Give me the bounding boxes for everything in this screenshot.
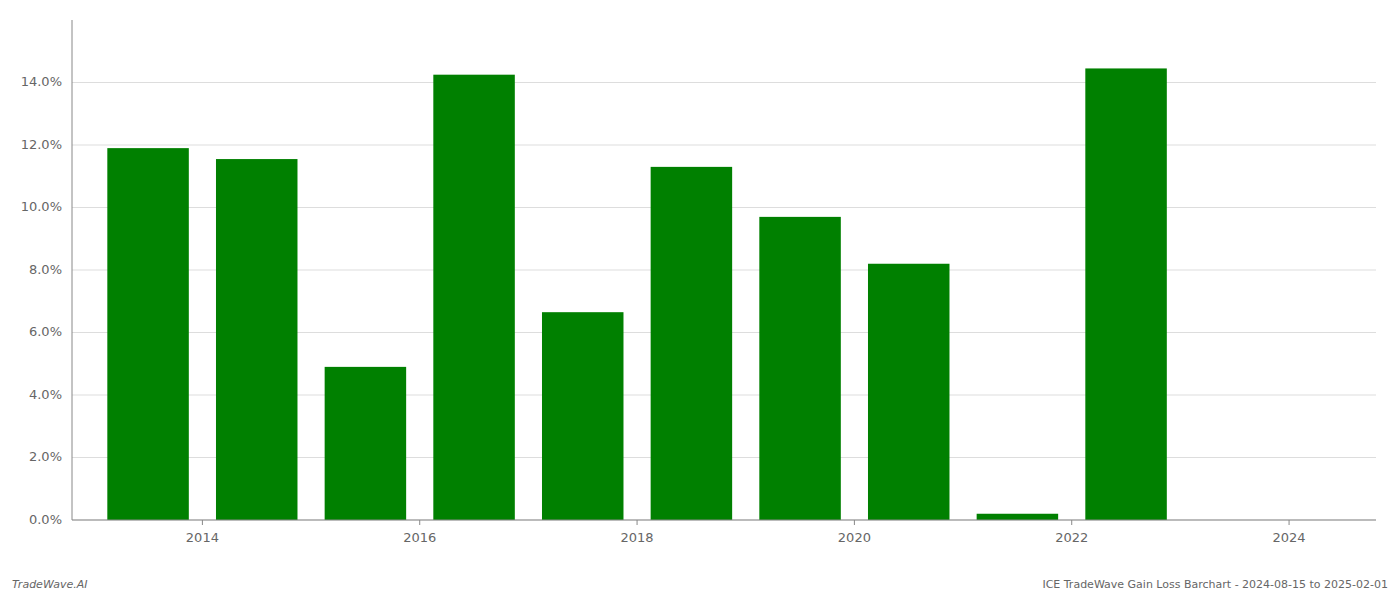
bar	[977, 514, 1059, 520]
x-tick-label: 2024	[1273, 530, 1306, 545]
y-tick-labels: 0.0% 2.0% 4.0% 6.0% 8.0% 10.0% 12.0% 14.0%	[21, 74, 62, 527]
x-tick	[854, 520, 855, 525]
bar	[759, 217, 841, 520]
y-axis-line	[72, 20, 73, 520]
y-tick-label: 2.0%	[29, 449, 62, 464]
y-tick-label: 12.0%	[21, 137, 62, 152]
grid-line	[72, 145, 1376, 146]
bar	[216, 159, 298, 520]
bars	[107, 68, 1167, 520]
footer-left: TradeWave.AI	[12, 578, 87, 591]
y-grid	[72, 83, 1376, 521]
x-tick	[1071, 520, 1072, 525]
x-tick-label: 2022	[1055, 530, 1088, 545]
y-tick-label: 0.0%	[29, 512, 62, 527]
bar	[868, 264, 950, 520]
chart-svg: 0.0%2.0%4.0%6.0%8.0%10.0%12.0%14.0%20142…	[0, 0, 1400, 600]
x-tick	[202, 520, 203, 525]
x-axis-line	[72, 520, 1376, 521]
bar	[325, 367, 407, 520]
chart-container: 0.0%2.0%4.0%6.0%8.0%10.0%12.0%14.0%20142…	[0, 0, 1400, 600]
x-tick-label: 2014	[186, 530, 219, 545]
x-tick	[419, 520, 420, 525]
y-tick-label: 6.0%	[29, 324, 62, 339]
bar	[651, 167, 733, 520]
y-tick-label: 14.0%	[21, 74, 62, 89]
grid-line	[72, 82, 1376, 83]
y-tick-label: 8.0%	[29, 262, 62, 277]
grid-line	[72, 520, 1376, 521]
bar	[1085, 68, 1167, 520]
bar	[542, 312, 624, 520]
y-tick-label: 4.0%	[29, 387, 62, 402]
bar	[433, 75, 514, 520]
y-tick-label: 10.0%	[21, 199, 62, 214]
x-tick	[1289, 520, 1290, 525]
bar	[107, 148, 189, 520]
x-ticks: 2014 2016 2018 2020 2022 2024	[186, 520, 1306, 545]
x-tick	[637, 520, 638, 525]
footer-right: ICE TradeWave Gain Loss Barchart - 2024-…	[1042, 578, 1388, 591]
x-tick-label: 2016	[403, 530, 436, 545]
x-tick-label: 2020	[838, 530, 871, 545]
x-tick-label: 2018	[621, 530, 654, 545]
